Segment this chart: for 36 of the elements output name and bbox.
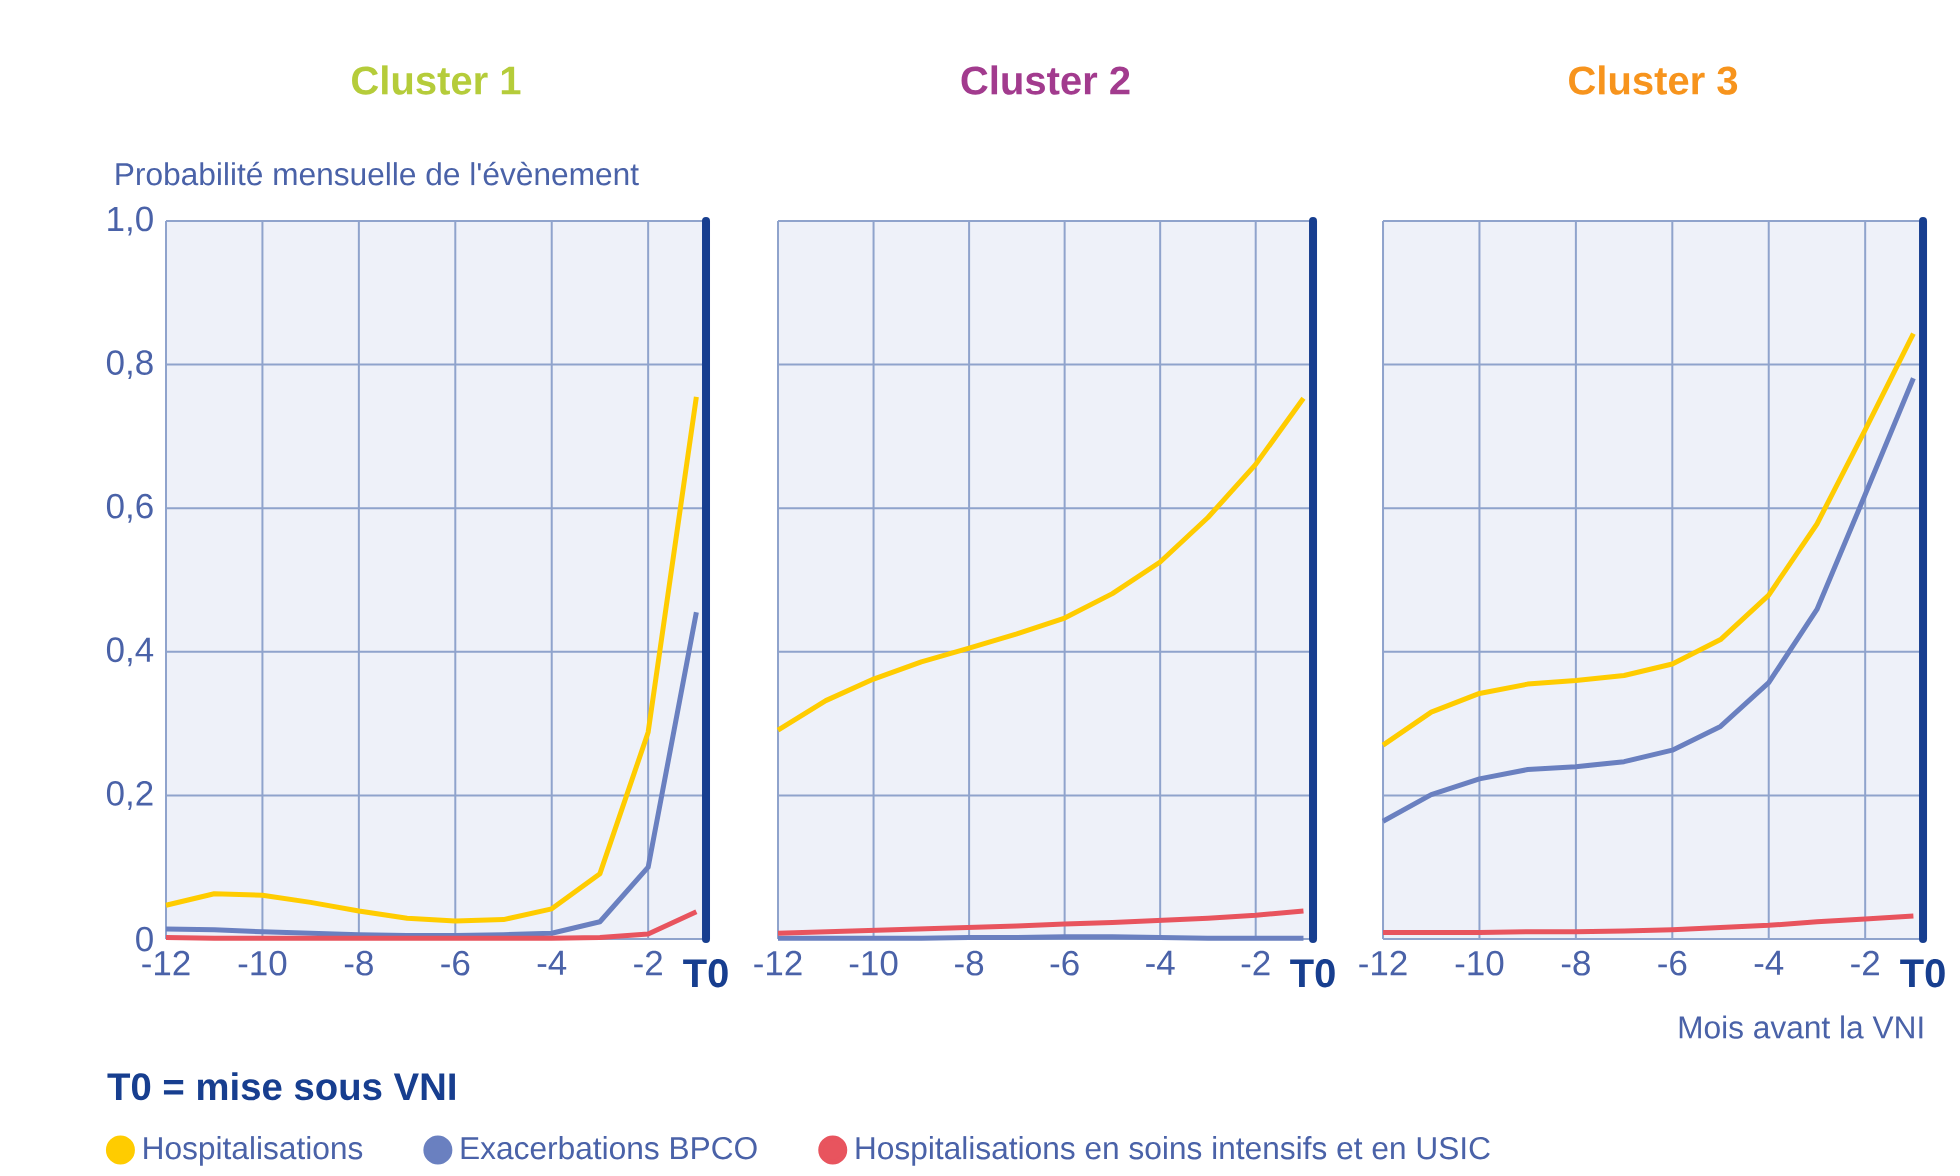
x-tick-label: -12 (754, 950, 802, 976)
chart-title: Cluster 1 (352, 65, 521, 95)
x-tick-label: -6 (441, 950, 470, 976)
y-tick-label: 0 (136, 926, 153, 952)
x-tick-label: -2 (634, 950, 662, 976)
x-tick-label: -6 (1050, 950, 1079, 976)
x-tick-label: -12 (142, 950, 190, 976)
y-tick-label: 1,0 (108, 206, 153, 236)
ref-line-label: T0 (1290, 959, 1335, 988)
y-axis-title: Probabilité mensuelle de l'évènement (116, 161, 639, 186)
x-tick-label: -8 (1561, 950, 1590, 976)
x-tick-label: -10 (1455, 950, 1504, 976)
x-tick-label: -2 (1241, 950, 1270, 976)
y-tick-label: 0,4 (106, 637, 154, 667)
x-tick-label: -2 (1851, 950, 1879, 976)
legend-label: Exacerbations BPCO (461, 1136, 757, 1160)
chart-title: Cluster 3 (1569, 65, 1738, 95)
x-tick-label: -6 (1658, 950, 1687, 976)
x-tick-label: -4 (537, 950, 567, 975)
x-tick-label: -8 (344, 950, 373, 976)
x-axis-title: Mois avant la VNI (1679, 1015, 1923, 1039)
legend-label: Hospitalisations (144, 1136, 363, 1166)
x-tick-label: -8 (955, 950, 984, 976)
y-tick-label: 0,6 (106, 493, 153, 523)
x-tick-label: -4 (1146, 950, 1175, 975)
y-tick-label: 0,8 (106, 350, 153, 380)
x-tick-label: -12 (1359, 950, 1407, 976)
legend-label: Hospitalisations en soins intensifs et en USIC (856, 1136, 1490, 1166)
ref-line-label: T0 (1900, 959, 1945, 988)
text: T0 = mise sous VNI (107, 1072, 455, 1101)
y-tick-label: 0,2 (106, 780, 153, 810)
x-tick-label: -10 (238, 950, 287, 976)
x-tick-label: -10 (849, 950, 898, 976)
chart-title: Cluster 2 (961, 65, 1130, 95)
x-tick-label: -4 (1754, 950, 1784, 975)
ref-line-label: T0 (683, 959, 728, 988)
